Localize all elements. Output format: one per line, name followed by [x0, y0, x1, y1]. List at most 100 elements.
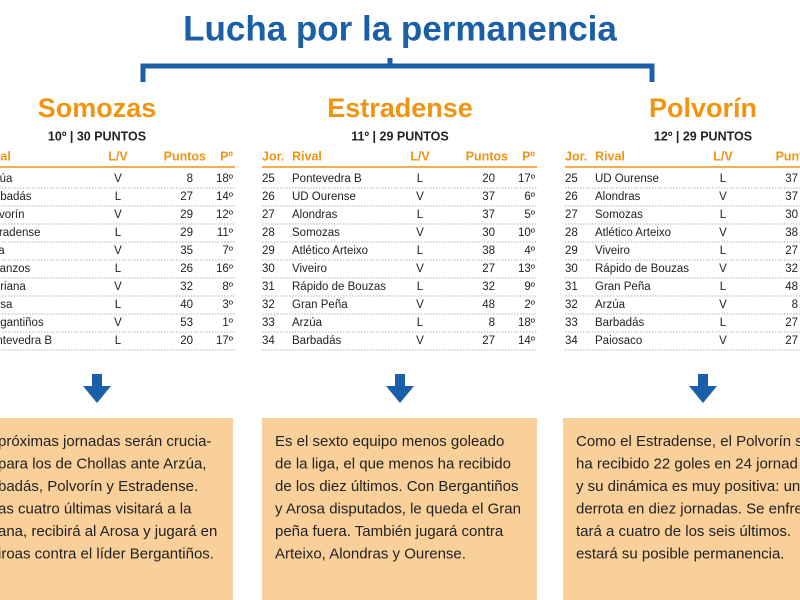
table-cell: 29 [180, 227, 193, 239]
table-cell: stradense [0, 227, 41, 239]
table-cell: 14º [518, 335, 536, 347]
table-cell: L [115, 227, 122, 239]
table-cell: 40 [180, 299, 193, 311]
paragraph-line: estará su posible permanencia. [576, 545, 784, 562]
table-cell: V [719, 263, 727, 275]
table-cell: 8 [187, 173, 193, 185]
table-cell: Barbadás [292, 335, 341, 347]
table-cell: Somozas [292, 227, 340, 239]
table-cell: Atlético Arteixo [595, 227, 671, 239]
table-cell: V [114, 209, 122, 221]
team-name: Polvorín [649, 93, 757, 123]
table-cell: 48 [785, 281, 798, 293]
table-cell: V [416, 335, 424, 347]
column-header: Puntos [164, 149, 206, 163]
table-cell: V [114, 281, 122, 293]
column-header: L/V [410, 149, 430, 163]
table-cell: L [417, 245, 424, 257]
column-header: Jor. [565, 149, 587, 163]
paragraph-line: iroas contra el líder Bergantiños. [0, 545, 214, 562]
paragraph-line: ana, recibirá al Arosa y jugará en [0, 523, 217, 540]
column-header: Rival [595, 149, 625, 163]
table-cell: Pontevedra B [292, 173, 362, 185]
table-cell: V [114, 317, 122, 329]
table-cell: 27 [785, 335, 798, 347]
table-cell: V [719, 191, 727, 203]
paragraph-line: badás, Polvorín y Estradense. [0, 478, 198, 495]
table-cell: Arzúa [292, 317, 323, 329]
table-cell: ontevedra B [0, 335, 52, 347]
table-cell: 38 [785, 227, 798, 239]
table-cell: Gran Peña [595, 281, 651, 293]
table-cell: V [114, 173, 122, 185]
column-header: Puntos [466, 149, 508, 163]
table-cell: 6º [524, 191, 535, 203]
paragraph-line: Es el sexto equipo menos goleado [275, 433, 504, 450]
bracket [140, 58, 655, 82]
table-cell: L [720, 281, 727, 293]
table-cell: Alondras [292, 209, 338, 221]
team-standing: 12º | 29 PUNTOS [654, 129, 752, 143]
team-standing: 10º | 30 PUNTOS [48, 129, 146, 143]
table-cell: 31 [262, 281, 275, 293]
arrow [689, 374, 717, 403]
table-cell: 8º [222, 281, 233, 293]
table-cell: Alondras [595, 191, 641, 203]
table-cell: V [416, 263, 424, 275]
table-cell: Somozas [595, 209, 643, 221]
table-cell: 20 [482, 173, 495, 185]
paragraph-line: de los diez últimos. Con Bergantiños [275, 478, 518, 495]
table-cell: Atlético Arteixo [292, 245, 368, 257]
table-cell: 18º [518, 317, 536, 329]
table-cell: 27 [262, 209, 275, 221]
table-cell: 17º [518, 173, 536, 185]
table-cell: UD Ourense [292, 191, 356, 203]
column-header: L/V [713, 149, 733, 163]
table-cell: V [416, 191, 424, 203]
table-cell: arbadás [0, 191, 32, 203]
table-cell: 32 [482, 281, 495, 293]
column-header: Jor. [262, 149, 284, 163]
table-cell: 18º [216, 173, 234, 185]
paragraph-line: as cuatro últimas visitará a la [0, 500, 192, 517]
paragraph-line: Como el Estradense, el Polvorín s [576, 433, 800, 450]
table-cell: Viveiro [595, 245, 630, 257]
table-cell: L [720, 317, 727, 329]
table-cell: 53 [180, 317, 193, 329]
table-cell: 34 [262, 335, 275, 347]
table-cell: 1º [222, 317, 233, 329]
paragraph-line: tará a cuatro de los seis últimos. [576, 523, 791, 540]
table-cell: ergantiños [0, 317, 44, 329]
table-cell: olvorín [0, 209, 25, 221]
table-cell: 32 [262, 299, 275, 311]
table-cell: 27 [482, 263, 495, 275]
paragraph-line: Arteixo, Alondras y Ourense. [275, 545, 466, 562]
table-cell: Barbadás [595, 317, 644, 329]
table-cell: 29 [180, 209, 193, 221]
table-cell: Gran Peña [292, 299, 348, 311]
table-cell: 10º [518, 227, 536, 239]
paragraph-line: y Arosa disputados, le queda el Gran [275, 500, 521, 517]
table-cell: 29 [262, 245, 275, 257]
table-cell: 30 [482, 227, 495, 239]
table-cell: L [417, 281, 424, 293]
table-cell: 30 [565, 263, 578, 275]
table-cell: Rápido de Bouzas [292, 281, 386, 293]
paragraph-line: para los de Chollas ante Arzúa, [0, 455, 206, 472]
table-cell: 25 [262, 173, 275, 185]
table-cell: 27 [785, 245, 798, 257]
paragraph-line: y su dinámica es muy positiva: un [576, 478, 800, 495]
table-cell: Rápido de Bouzas [595, 263, 689, 275]
table-cell: etanzos [0, 263, 31, 275]
table-cell: 3º [222, 299, 233, 311]
table-cell: L [115, 191, 122, 203]
table-cell: 30 [262, 263, 275, 275]
team-name: Estradense [327, 93, 473, 123]
table-cell: L [720, 173, 727, 185]
table-cell: 28 [565, 227, 578, 239]
table-cell: 8 [489, 317, 495, 329]
title: Lucha por la permanencia [183, 9, 617, 48]
table-cell: L [417, 317, 424, 329]
table-cell: 27 [565, 209, 578, 221]
table-cell: 26 [180, 263, 193, 275]
